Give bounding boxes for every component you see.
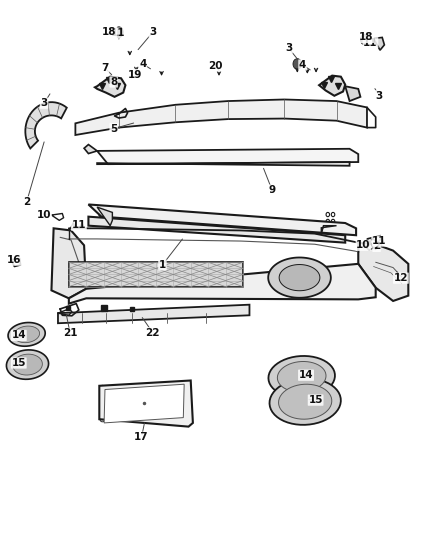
Polygon shape xyxy=(84,144,97,154)
Polygon shape xyxy=(97,162,350,166)
Text: 3: 3 xyxy=(149,27,156,37)
Text: 3: 3 xyxy=(40,98,48,108)
Text: 10: 10 xyxy=(37,209,51,220)
Text: 5: 5 xyxy=(110,124,117,134)
Circle shape xyxy=(331,219,335,223)
Polygon shape xyxy=(279,264,320,290)
Text: 3: 3 xyxy=(285,43,292,53)
Circle shape xyxy=(100,416,105,422)
Polygon shape xyxy=(104,384,184,423)
Polygon shape xyxy=(279,384,332,419)
Text: 11: 11 xyxy=(111,28,125,38)
Polygon shape xyxy=(319,76,345,96)
Text: 17: 17 xyxy=(134,432,149,442)
Polygon shape xyxy=(367,236,382,249)
Circle shape xyxy=(326,219,329,223)
Polygon shape xyxy=(277,361,326,392)
Polygon shape xyxy=(268,356,335,398)
Polygon shape xyxy=(13,354,42,375)
Circle shape xyxy=(104,213,108,216)
Circle shape xyxy=(180,413,185,419)
Text: 3: 3 xyxy=(375,91,383,101)
Polygon shape xyxy=(25,102,67,148)
Polygon shape xyxy=(69,262,243,287)
Polygon shape xyxy=(97,149,358,164)
Text: 15: 15 xyxy=(308,395,323,405)
Text: 15: 15 xyxy=(11,358,26,368)
Polygon shape xyxy=(75,100,367,135)
Circle shape xyxy=(326,213,329,216)
Text: 8: 8 xyxy=(110,77,117,87)
Circle shape xyxy=(360,34,369,45)
Text: 19: 19 xyxy=(128,70,143,79)
Text: 7: 7 xyxy=(101,63,109,73)
Polygon shape xyxy=(269,378,341,425)
Text: 1: 1 xyxy=(159,260,166,270)
Polygon shape xyxy=(358,243,408,301)
Polygon shape xyxy=(268,257,331,298)
Polygon shape xyxy=(345,86,360,101)
Polygon shape xyxy=(14,326,39,343)
Text: 4: 4 xyxy=(299,60,306,70)
Text: 20: 20 xyxy=(208,61,223,71)
Polygon shape xyxy=(99,381,193,426)
Polygon shape xyxy=(51,228,86,298)
Text: 14: 14 xyxy=(299,370,313,380)
Circle shape xyxy=(331,213,335,216)
Text: 11: 11 xyxy=(363,38,378,48)
Text: 18: 18 xyxy=(359,33,373,43)
Polygon shape xyxy=(7,350,49,379)
Text: 9: 9 xyxy=(268,185,276,195)
Text: 11: 11 xyxy=(71,220,86,230)
Text: 12: 12 xyxy=(394,273,408,283)
Text: 2: 2 xyxy=(373,241,380,252)
Polygon shape xyxy=(8,322,45,346)
Text: 10: 10 xyxy=(356,240,371,251)
Circle shape xyxy=(180,383,185,389)
Circle shape xyxy=(293,59,302,69)
Circle shape xyxy=(99,219,102,223)
Circle shape xyxy=(115,27,123,37)
Circle shape xyxy=(99,213,102,216)
Text: 21: 21 xyxy=(63,328,78,338)
Circle shape xyxy=(104,219,108,223)
Polygon shape xyxy=(374,37,385,50)
Polygon shape xyxy=(58,305,250,323)
Text: 2: 2 xyxy=(23,197,30,207)
Polygon shape xyxy=(97,207,113,225)
Text: 22: 22 xyxy=(145,328,160,338)
Polygon shape xyxy=(321,225,336,235)
Text: 16: 16 xyxy=(7,255,22,265)
Polygon shape xyxy=(88,216,345,243)
Text: 11: 11 xyxy=(372,236,386,246)
Polygon shape xyxy=(88,205,356,235)
Circle shape xyxy=(100,385,105,392)
Text: 14: 14 xyxy=(11,330,26,341)
Text: 18: 18 xyxy=(102,27,117,37)
Polygon shape xyxy=(69,264,376,304)
Polygon shape xyxy=(95,77,125,97)
Text: 4: 4 xyxy=(139,59,147,69)
